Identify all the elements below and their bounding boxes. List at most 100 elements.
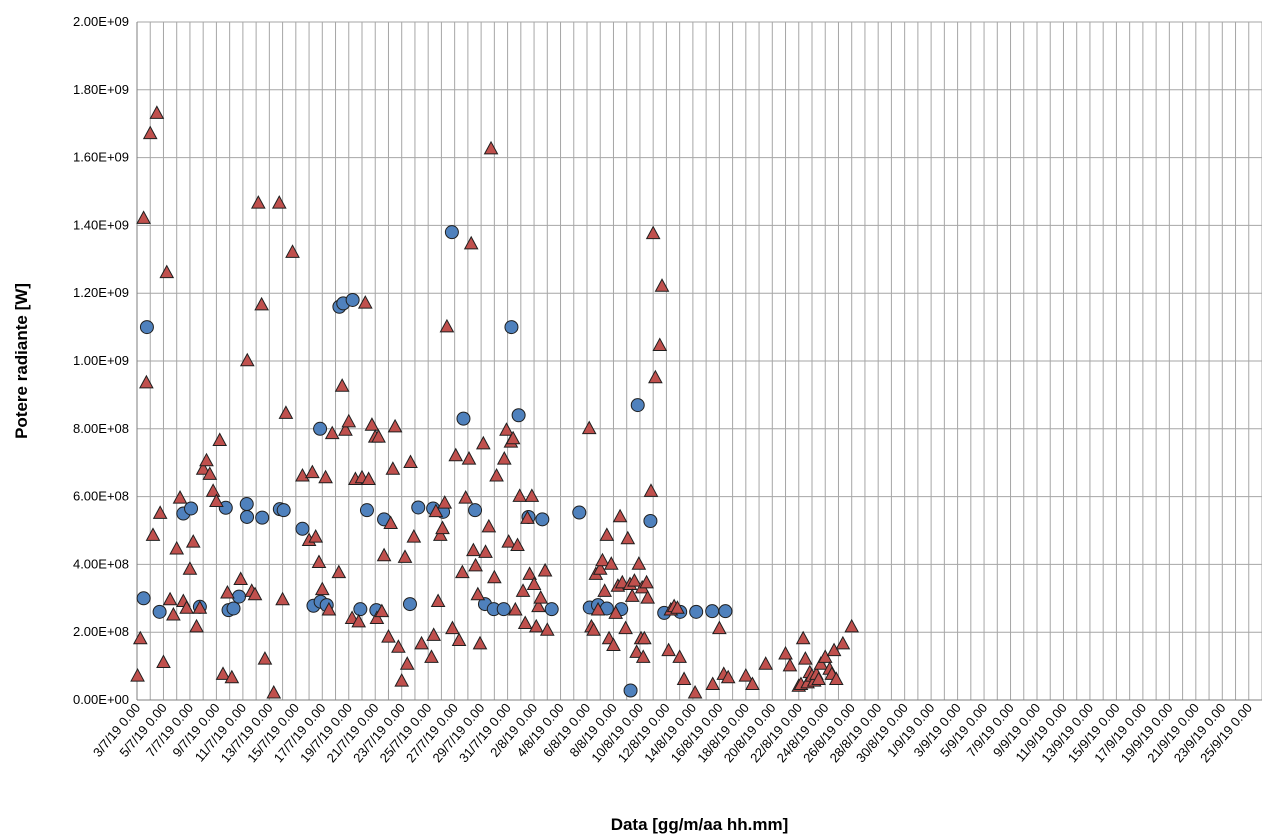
data-point-triangle: [275, 591, 290, 606]
y-axis-ticks: 0.00E+00 2.00E+08 4.00E+08 6.00E+08 8.00E+08…: [73, 14, 129, 707]
data-point-triangle: [475, 435, 491, 450]
data-point-circle: [623, 683, 638, 698]
data-point-circle: [353, 602, 368, 617]
data-point-triangle: [435, 520, 450, 535]
data-point-triangle: [652, 337, 668, 352]
data-point-triangle: [212, 432, 228, 446]
data-point-triangle: [209, 493, 224, 507]
data-point-circle: [255, 510, 270, 525]
data-point-circle: [152, 604, 167, 619]
data-point-triangle: [448, 447, 464, 462]
series: [130, 105, 860, 699]
data-point-triangle: [394, 673, 410, 687]
data-point-triangle: [192, 600, 208, 614]
data-point-triangle: [539, 622, 555, 636]
data-point-triangle: [592, 561, 608, 575]
data-point-triangle: [478, 544, 493, 558]
data-point-circle: [218, 500, 233, 515]
data-point-triangle: [470, 586, 486, 601]
data-point-triangle: [371, 429, 386, 443]
data-point-circle: [535, 512, 550, 527]
data-point-triangle: [424, 649, 439, 663]
data-point-triangle: [414, 635, 429, 650]
data-point-triangle: [522, 566, 537, 580]
data-point-triangle: [445, 620, 460, 635]
data-point-triangle: [745, 676, 760, 691]
data-point-triangle: [528, 618, 544, 633]
data-point-triangle: [361, 471, 376, 485]
data-point-triangle: [620, 530, 636, 545]
data-point-triangle: [169, 540, 185, 555]
y-tick-label: 1.80E+09: [73, 82, 129, 97]
data-point-triangle: [428, 503, 444, 518]
data-point-triangle: [672, 649, 687, 663]
data-point-triangle: [463, 235, 479, 250]
data-point-triangle: [720, 669, 736, 684]
data-point-triangle: [311, 554, 327, 569]
data-point-triangle: [142, 125, 158, 140]
y-tick-label: 6.00E+08: [73, 489, 129, 504]
data-point-triangle: [403, 454, 418, 468]
data-point-triangle: [308, 529, 324, 543]
data-point-circle: [239, 497, 254, 512]
data-point-triangle: [324, 425, 340, 440]
data-point-triangle: [385, 461, 401, 475]
data-point-circle: [136, 591, 151, 606]
data-point-triangle: [220, 584, 235, 599]
data-point-triangle: [811, 671, 826, 685]
y-axis-title: Potere radiante [W]: [12, 283, 31, 439]
data-point-triangle: [608, 605, 624, 619]
data-point-triangle: [383, 515, 399, 530]
data-point-triangle: [182, 561, 198, 575]
data-point-triangle: [461, 451, 477, 465]
data-point-triangle: [266, 684, 282, 699]
series-1-triangle: [130, 105, 860, 699]
data-point-triangle: [526, 576, 542, 591]
data-point-triangle: [515, 583, 531, 597]
data-point-triangle: [798, 651, 813, 665]
data-point-triangle: [432, 527, 448, 541]
data-point-circle: [456, 411, 471, 426]
data-point-circle: [511, 408, 526, 423]
data-point-triangle: [185, 534, 201, 548]
data-point-triangle: [189, 618, 204, 633]
data-point-triangle: [606, 637, 621, 652]
data-point-circle: [345, 292, 360, 307]
data-point-circle: [276, 503, 291, 518]
y-tick-label: 1.20E+09: [73, 285, 129, 300]
grid: [136, 21, 1262, 701]
data-point-triangle: [369, 610, 385, 624]
data-point-triangle: [331, 564, 347, 579]
data-point-triangle: [321, 601, 337, 616]
data-point-triangle: [817, 649, 833, 663]
data-point-circle: [689, 604, 704, 619]
data-point-triangle: [139, 374, 154, 389]
data-point-triangle: [778, 645, 793, 660]
data-point-triangle: [285, 244, 300, 258]
data-point-triangle: [305, 464, 320, 479]
data-point-triangle: [599, 527, 615, 541]
y-tick-label: 2.00E+08: [73, 624, 129, 639]
data-point-triangle: [439, 318, 455, 333]
data-point-triangle: [507, 601, 523, 616]
data-point-triangle: [458, 490, 474, 504]
data-point-triangle: [215, 666, 231, 680]
data-point-triangle: [531, 598, 546, 613]
data-point-circle: [705, 604, 720, 619]
data-point-triangle: [489, 468, 504, 482]
data-point-triangle: [590, 601, 606, 616]
data-point-triangle: [364, 417, 380, 431]
data-point-triangle: [406, 529, 422, 543]
data-point-circle: [359, 503, 374, 518]
data-point-triangle: [510, 537, 525, 552]
data-point-triangle: [250, 195, 266, 209]
data-point-triangle: [166, 607, 181, 621]
data-point-triangle: [631, 556, 647, 570]
data-point-triangle: [159, 264, 175, 279]
data-point-triangle: [399, 656, 415, 670]
data-point-circle: [544, 602, 559, 617]
data-point-triangle: [202, 466, 218, 480]
data-point-triangle: [661, 642, 676, 657]
data-point-triangle: [537, 562, 553, 577]
